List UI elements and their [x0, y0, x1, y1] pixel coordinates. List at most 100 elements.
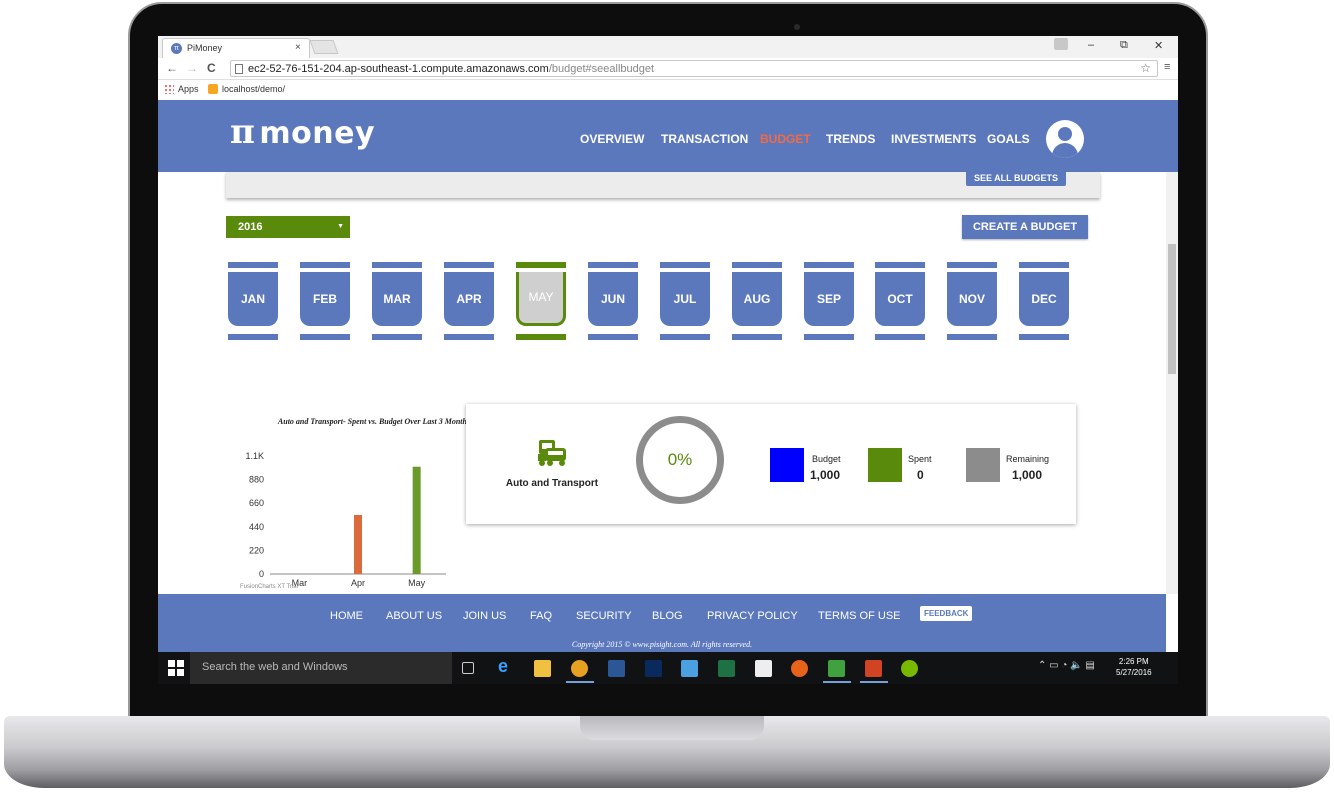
file-explorer-icon[interactable]: [534, 660, 551, 677]
windows-start-icon[interactable]: [168, 660, 184, 676]
restore-button[interactable]: ⧉: [1120, 39, 1128, 51]
page-icon: [235, 64, 243, 74]
remaining-color-swatch: [966, 448, 1000, 482]
month-jun[interactable]: JUN: [588, 262, 638, 342]
new-tab-button[interactable]: [309, 40, 339, 54]
laptop-base: [4, 716, 1330, 788]
month-label: JAN: [228, 272, 278, 326]
month-label: NOV: [947, 272, 997, 326]
pimoney-logo[interactable]: π money: [230, 112, 375, 152]
task-view-icon[interactable]: [462, 662, 474, 674]
footer-join-us[interactable]: JOIN US: [463, 610, 507, 622]
url-field[interactable]: ec2-52-76-151-204.ap-southeast-1.compute…: [230, 60, 1158, 77]
budget-summary-card: SEE ALL BUDGETS: [226, 170, 1100, 198]
month-sep[interactable]: SEP: [804, 262, 854, 342]
main-content: SEE ALL BUDGETS 2016 ▼ CREATE A BUDGET J…: [158, 170, 1166, 594]
month-nov[interactable]: NOV: [947, 262, 997, 342]
photoshop-icon[interactable]: [645, 660, 662, 677]
month-mar[interactable]: MAR: [372, 262, 422, 342]
forward-icon[interactable]: →: [186, 61, 198, 75]
month-label: DEC: [1019, 272, 1069, 326]
utorrent-icon[interactable]: [901, 660, 918, 677]
month-aug[interactable]: AUG: [732, 262, 782, 342]
remaining-value: 1,000: [1012, 468, 1043, 482]
page-scrollbar[interactable]: [1166, 172, 1178, 594]
system-tray-icons[interactable]: ⌃ ▭ ◔ 🔈 ▤: [1038, 660, 1095, 671]
category-card: Auto and Transport 0% Budget 1,000 Spent…: [466, 404, 1076, 524]
budget-value: 1,000: [810, 468, 841, 482]
pimoney-favicon-icon: π: [171, 43, 182, 54]
nav-transaction[interactable]: TRANSACTION: [661, 132, 749, 146]
progress-ring: 0%: [636, 416, 724, 504]
url-path: /budget#seeallbudget: [548, 63, 655, 75]
footer-security[interactable]: SECURITY: [576, 610, 632, 622]
scroll-thumb[interactable]: [1168, 244, 1176, 374]
spent-color-swatch: [868, 448, 902, 482]
nav-overview[interactable]: OVERVIEW: [580, 132, 645, 146]
category-name: Auto and Transport: [505, 478, 599, 489]
nav-budget[interactable]: BUDGET: [760, 132, 811, 146]
powerpoint-icon[interactable]: [865, 660, 882, 677]
year-select-value: 2016: [238, 221, 263, 233]
year-select[interactable]: 2016 ▼: [226, 216, 350, 238]
chrome-active-indicator: [566, 681, 594, 683]
month-oct[interactable]: OCT: [875, 262, 925, 342]
nav-investments[interactable]: INVESTMENTS: [891, 132, 977, 146]
month-may[interactable]: MAY: [516, 262, 566, 342]
month-jan[interactable]: JAN: [228, 262, 278, 342]
footer-blog[interactable]: BLOG: [652, 610, 683, 622]
chrome-icon[interactable]: [571, 660, 588, 677]
browser-tabbar: π PiMoney × – ⧉ ✕: [158, 36, 1178, 58]
taskbar-clock[interactable]: 2:26 PM 5/27/2016: [1116, 656, 1152, 678]
nav-trends[interactable]: TRENDS: [826, 132, 876, 146]
see-all-budgets-button[interactable]: SEE ALL BUDGETS: [965, 170, 1066, 186]
store-icon[interactable]: [755, 660, 772, 677]
back-icon[interactable]: ←: [166, 61, 178, 75]
spent-label: Spent: [908, 454, 932, 464]
firefox-icon[interactable]: [791, 660, 808, 677]
bookmark-apps[interactable]: Apps: [164, 84, 199, 94]
chart-x-tick-label: Mar: [292, 578, 308, 588]
footer-faq[interactable]: FAQ: [530, 610, 553, 622]
month-dec[interactable]: DEC: [1019, 262, 1069, 342]
edge-icon[interactable]: e: [498, 656, 509, 676]
reload-icon[interactable]: C: [207, 61, 216, 75]
profile-icon[interactable]: [1054, 38, 1068, 50]
month-label: MAY: [516, 272, 566, 326]
powerpoint-active-indicator: [860, 681, 888, 683]
browser-tab[interactable]: π PiMoney ×: [162, 38, 310, 58]
footer-privacy-policy[interactable]: PRIVACY POLICY: [707, 610, 798, 622]
footer-about-us[interactable]: ABOUT US: [386, 610, 443, 622]
spent-value: 0: [917, 468, 924, 482]
nav-goals[interactable]: GOALS: [987, 132, 1030, 146]
month-apr[interactable]: APR: [444, 262, 494, 342]
user-avatar-icon[interactable]: [1046, 120, 1084, 158]
month-jul[interactable]: JUL: [660, 262, 710, 342]
bookmark-localhost[interactable]: localhost/demo/: [208, 84, 285, 94]
taskbar-search-box[interactable]: Search the web and Windows: [190, 652, 452, 684]
bookmark-star-icon[interactable]: ☆: [1140, 61, 1151, 75]
close-tab-icon[interactable]: ×: [295, 42, 301, 53]
chrome-menu-icon[interactable]: ≡: [1164, 61, 1171, 73]
chart-plot: 0 220 440 660 880 1.1K Mar Apr May: [245, 451, 446, 588]
outlook-icon[interactable]: [681, 660, 698, 677]
minimize-button[interactable]: –: [1088, 39, 1095, 51]
footer-home[interactable]: HOME: [330, 610, 363, 622]
laptop-notch: [580, 716, 764, 740]
footer-terms-of-use[interactable]: TERMS OF USE: [818, 610, 901, 622]
caret-down-icon: ▼: [337, 223, 344, 230]
close-window-button[interactable]: ✕: [1154, 40, 1164, 52]
clock-time: 2:26 PM: [1118, 657, 1149, 666]
month-label: AUG: [732, 272, 782, 326]
car-icon: [538, 440, 566, 466]
feedback-button[interactable]: FEEDBACK: [920, 606, 973, 621]
green-app-icon[interactable]: [828, 660, 845, 677]
word-icon[interactable]: [608, 660, 625, 677]
excel-icon[interactable]: [718, 660, 735, 677]
month-label: FEB: [300, 272, 350, 326]
month-label: OCT: [875, 272, 925, 326]
url-host: ec2-52-76-151-204.ap-southeast-1.compute…: [248, 63, 549, 75]
create-budget-button[interactable]: CREATE A BUDGET: [962, 215, 1088, 239]
taskbar-search-placeholder: Search the web and Windows: [202, 661, 348, 673]
month-feb[interactable]: FEB: [300, 262, 350, 342]
